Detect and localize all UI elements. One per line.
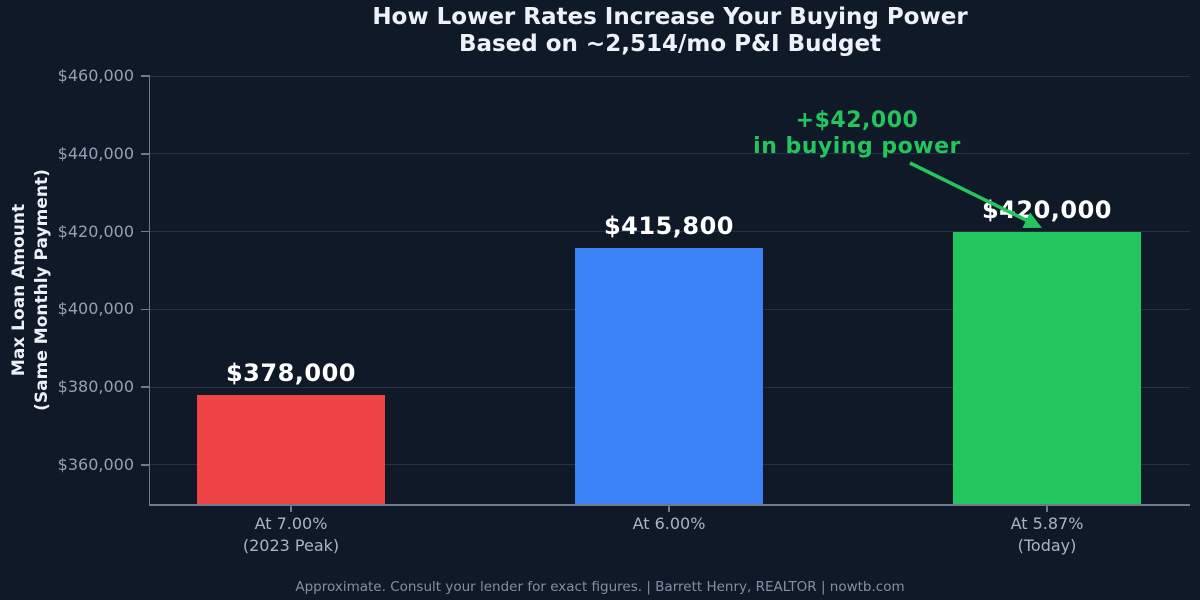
y-tick-mark bbox=[141, 75, 149, 77]
x-tick-mark bbox=[1046, 505, 1048, 512]
y-tick-label: $420,000 bbox=[57, 221, 134, 241]
x-tick-label-line: (2023 Peak) bbox=[242, 536, 340, 555]
y-tick-mark bbox=[141, 153, 149, 155]
y-axis-label: Max Loan Amount (Same Monthly Payment) bbox=[8, 169, 54, 411]
y-tick-label: $460,000 bbox=[57, 66, 134, 86]
x-axis-spine bbox=[148, 504, 1190, 506]
y-axis-label-line1: Max Loan Amount bbox=[9, 203, 29, 377]
chart-title: How Lower Rates Increase Your Buying Pow… bbox=[150, 4, 1190, 58]
y-tick-mark bbox=[141, 386, 149, 388]
chart-title-line2: Based on ~2,514/mo P&I Budget bbox=[458, 31, 882, 57]
y-tick-label: $440,000 bbox=[57, 143, 134, 163]
x-tick-label-line: At 7.00% bbox=[254, 514, 328, 533]
y-tick-mark bbox=[141, 464, 149, 466]
y-tick-label: $380,000 bbox=[57, 377, 134, 397]
annotation-line2: in buying power bbox=[753, 134, 961, 159]
bar-2 bbox=[575, 248, 763, 505]
x-tick-mark bbox=[668, 505, 670, 512]
bar-value-label: $415,800 bbox=[603, 212, 734, 240]
x-tick-label-line: At 6.00% bbox=[632, 514, 706, 533]
chart-title-line1: How Lower Rates Increase Your Buying Pow… bbox=[372, 4, 968, 30]
x-tick-label: At 6.00% bbox=[519, 513, 819, 535]
bar-value-label: $378,000 bbox=[225, 358, 356, 387]
y-tick-mark bbox=[141, 308, 149, 311]
footer-text: Approximate. Consult your lender for exa… bbox=[295, 579, 905, 595]
gridline bbox=[150, 231, 1190, 233]
y-tick-label: $400,000 bbox=[57, 299, 134, 319]
bar-1 bbox=[197, 394, 385, 505]
annotation-buying-power: +$42,000 in buying power bbox=[657, 108, 1057, 160]
annotation-line1: +$42,000 bbox=[795, 108, 919, 133]
bar-3 bbox=[953, 231, 1141, 505]
y-axis-label-line2: (Same Monthly Payment) bbox=[32, 169, 52, 411]
x-tick-mark bbox=[290, 505, 292, 512]
y-tick-mark bbox=[141, 230, 149, 233]
x-tick-label: At 5.87% (Today) bbox=[897, 513, 1197, 557]
y-tick-label: $360,000 bbox=[57, 454, 134, 474]
x-tick-label-line: (Today) bbox=[1017, 536, 1077, 555]
y-axis-spine bbox=[148, 75, 150, 505]
gridline bbox=[150, 153, 1190, 155]
gridline bbox=[150, 75, 1190, 77]
x-tick-label: At 7.00% (2023 Peak) bbox=[141, 513, 441, 557]
x-tick-label-line: At 5.87% bbox=[1010, 514, 1084, 533]
bar-value-label: $420,000 bbox=[981, 195, 1112, 224]
